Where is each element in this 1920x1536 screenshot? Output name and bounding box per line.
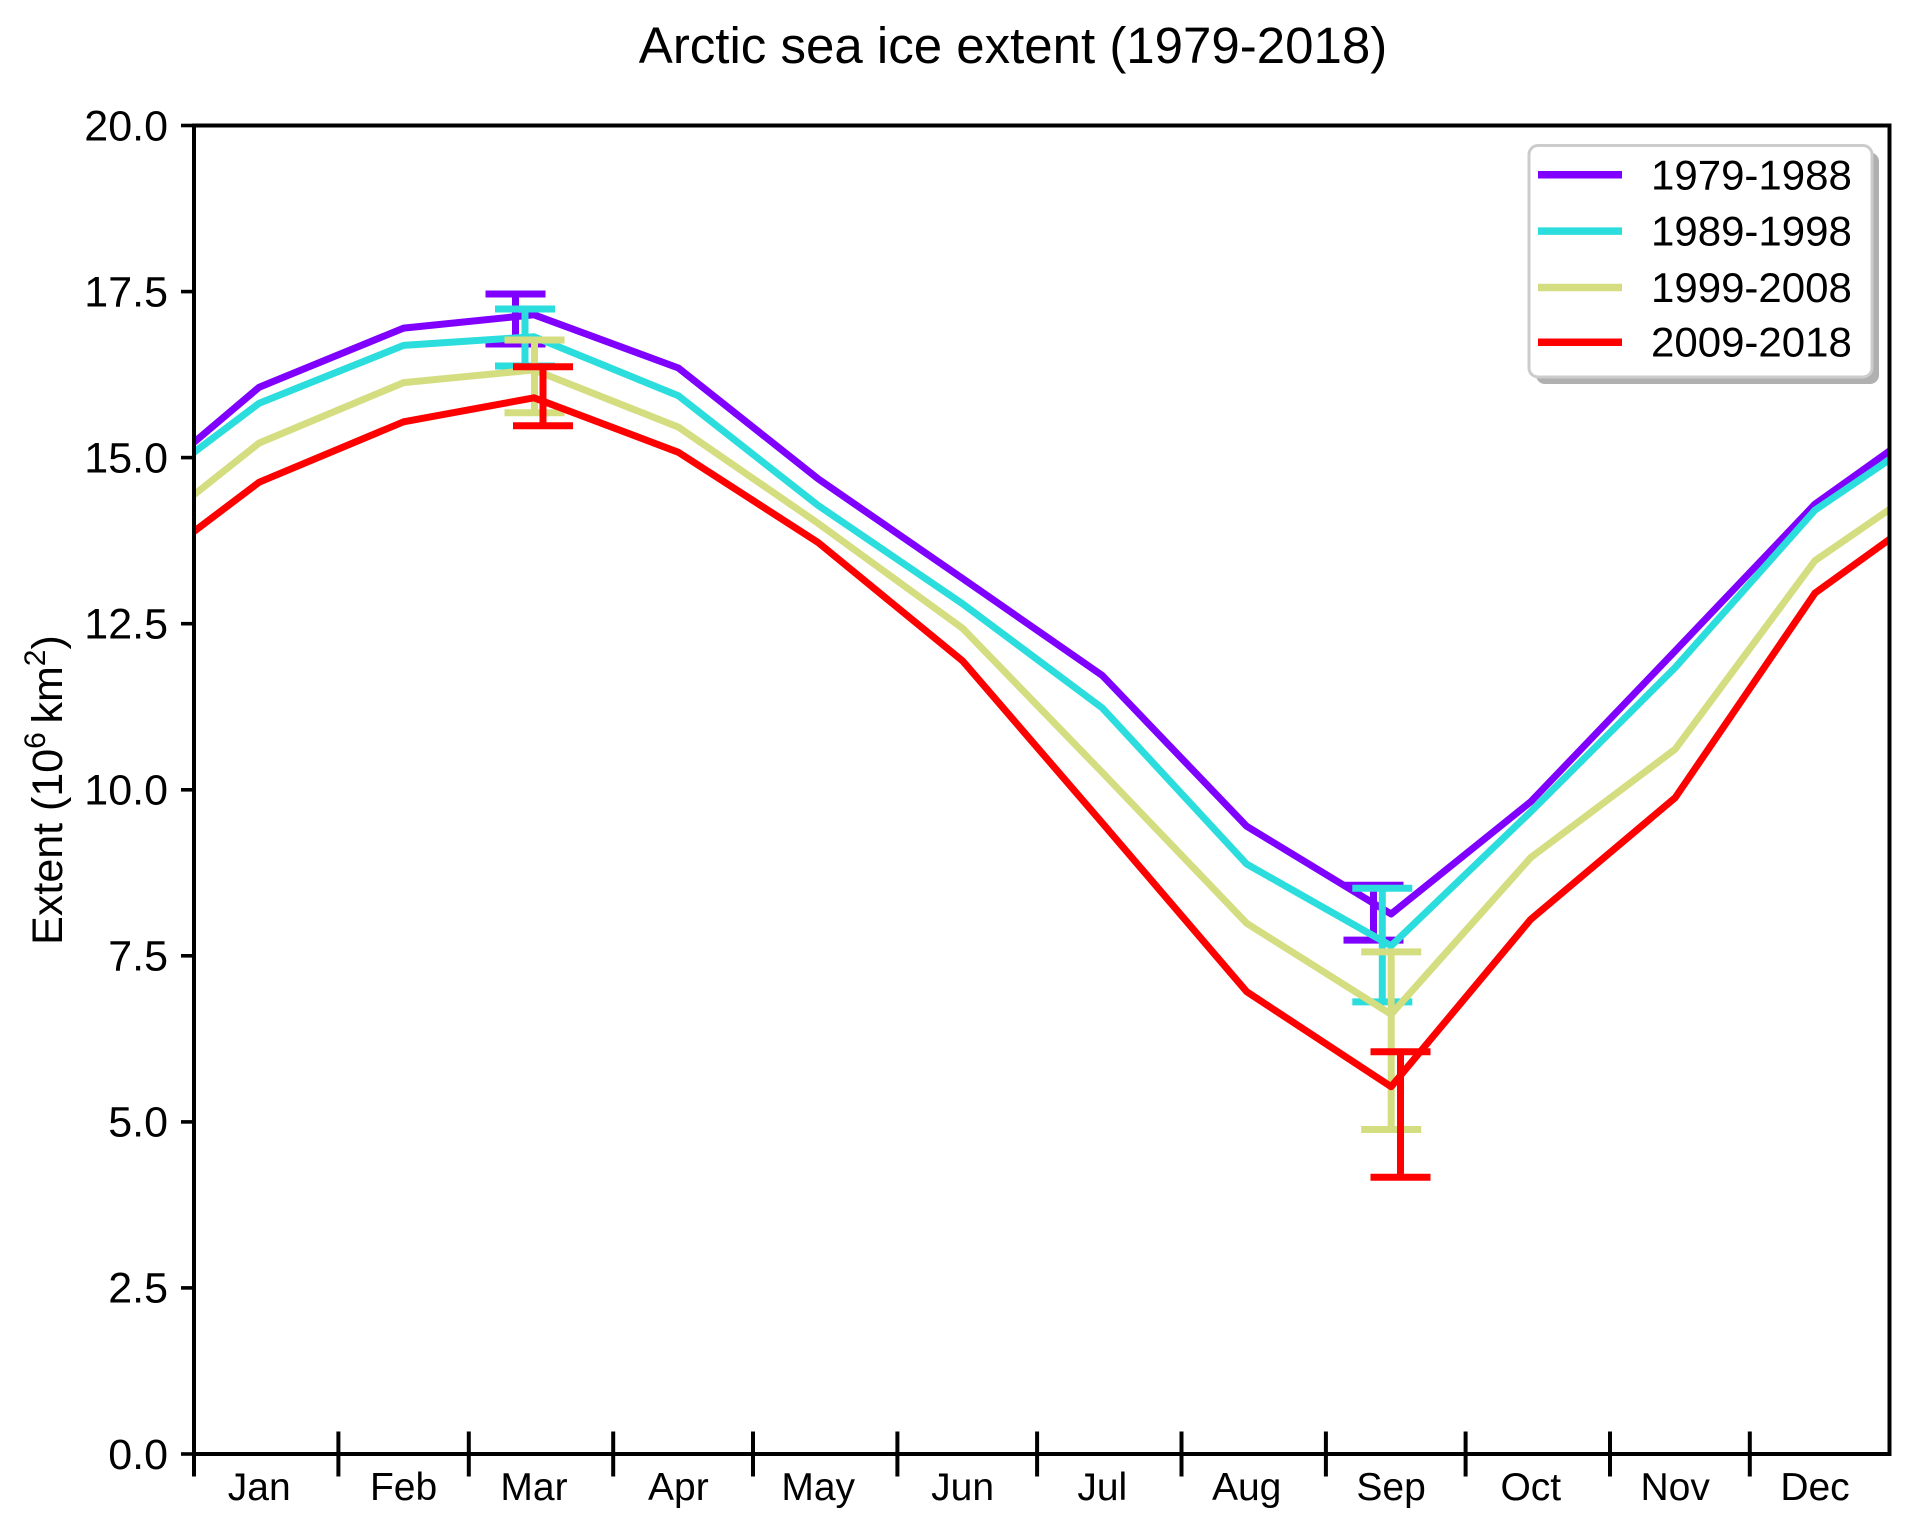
svg-text:Sep: Sep <box>1356 1466 1425 1509</box>
svg-text:0.0: 0.0 <box>108 1431 168 1479</box>
svg-text:7.5: 7.5 <box>108 933 168 981</box>
svg-text:5.0: 5.0 <box>108 1099 168 1147</box>
svg-text:10.0: 10.0 <box>84 767 168 815</box>
svg-text:Feb: Feb <box>370 1466 437 1509</box>
svg-text:15.0: 15.0 <box>84 434 168 482</box>
svg-text:Nov: Nov <box>1641 1466 1711 1509</box>
svg-text:1999-2008: 1999-2008 <box>1651 264 1852 311</box>
svg-text:Jan: Jan <box>228 1466 291 1509</box>
svg-text:Oct: Oct <box>1500 1466 1561 1509</box>
svg-text:Arctic sea ice extent (1979-20: Arctic sea ice extent (1979-2018) <box>639 17 1387 74</box>
svg-text:Jun: Jun <box>931 1466 994 1509</box>
svg-text:20.0: 20.0 <box>84 102 168 150</box>
svg-text:1979-1988: 1979-1988 <box>1651 151 1852 198</box>
svg-text:Extent (106 km2): Extent (106 km2) <box>19 635 72 945</box>
svg-text:1989-1998: 1989-1998 <box>1651 208 1852 255</box>
svg-text:Dec: Dec <box>1780 1466 1849 1509</box>
svg-text:2009-2018: 2009-2018 <box>1651 319 1852 366</box>
svg-text:12.5: 12.5 <box>84 601 168 649</box>
svg-text:2.5: 2.5 <box>108 1265 168 1313</box>
svg-text:Aug: Aug <box>1212 1466 1281 1509</box>
svg-text:May: May <box>781 1466 855 1509</box>
svg-text:Mar: Mar <box>500 1466 567 1509</box>
svg-text:Apr: Apr <box>648 1466 709 1509</box>
svg-text:Jul: Jul <box>1077 1466 1127 1509</box>
svg-text:17.5: 17.5 <box>84 268 168 316</box>
